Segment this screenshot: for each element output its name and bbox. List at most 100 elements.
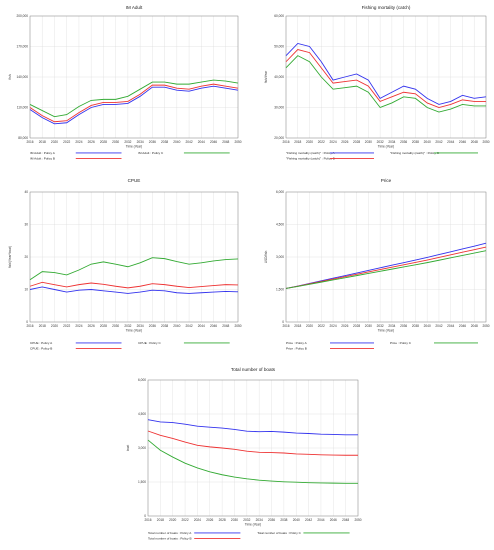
total-boats-y-tick-label: 6,000 — [138, 378, 146, 382]
fishing-mortality-x-tick-label: 2022 — [318, 140, 325, 144]
price-x-tick-label: 2030 — [365, 324, 372, 328]
fishing-mortality-x-tick-label: 2032 — [377, 140, 384, 144]
cpue-x-tick-label: 2050 — [234, 324, 241, 328]
total-boats-x-tick-label: 2034 — [256, 518, 263, 522]
price-x-tick-label: 2024 — [330, 324, 337, 328]
price-plot-frame — [285, 191, 487, 323]
im-adult-legend-label: IM Adult : Policy B — [30, 157, 55, 161]
im-adult-x-tick-label: 2016 — [26, 140, 33, 144]
price-x-tick-label: 2044 — [447, 324, 454, 328]
fishing-mortality-x-tick-label: 2044 — [447, 140, 454, 144]
total-boats-series-line — [147, 419, 358, 436]
price-title: Price — [381, 178, 392, 183]
total-boats-x-tick-label: 2030 — [231, 518, 238, 522]
total-boats-x-tick-label: 2050 — [354, 518, 361, 522]
price-x-tick-label: 2026 — [341, 324, 348, 328]
fishing-mortality-plot-frame — [285, 15, 487, 139]
cpue-x-tick-label: 2026 — [88, 324, 95, 328]
cpue-x-tick-label: 2034 — [137, 324, 144, 328]
im-adult-x-tick-label: 2048 — [222, 140, 229, 144]
cpue-series-line — [29, 281, 239, 289]
price-legend-label: Price : Policy C — [390, 341, 412, 345]
fishing-mortality-legend-label: "Fishing mortality (catch)" : Policy C — [390, 151, 440, 155]
cpue-y-tick-label: 30 — [24, 223, 28, 227]
cpue-x-tick-label: 2032 — [124, 324, 131, 328]
total-boats-legend-label: Total number of boats : Policy B — [148, 537, 192, 541]
cpue-x-axis-label: Time (Year) — [126, 329, 142, 333]
total-boats-x-tick-label: 2020 — [169, 518, 176, 522]
cpue-y-axis-label: fish/(Year*boat) — [8, 246, 12, 268]
fishing-mortality-x-tick-label: 2038 — [412, 140, 419, 144]
fishing-mortality-y-axis-label: fish/Year — [264, 70, 268, 83]
total-boats-x-tick-label: 2018 — [157, 518, 164, 522]
fishing-mortality-x-axis-label: Time (Year) — [378, 145, 394, 149]
im-adult-x-tick-label: 2020 — [51, 140, 58, 144]
price-x-tick-label: 2046 — [459, 324, 466, 328]
im-adult-x-tick-label: 2036 — [149, 140, 156, 144]
fishing-mortality-x-tick-label: 2024 — [330, 140, 337, 144]
total-boats-x-axis-label: Time (Year) — [245, 523, 261, 527]
im-adult-y-tick-label: 170,000 — [16, 45, 28, 49]
fishing-mortality-x-tick-label: 2018 — [294, 140, 301, 144]
im-adult-x-tick-label: 2042 — [186, 140, 193, 144]
fishing-mortality-y-tick-label: 60,000 — [274, 14, 284, 18]
cpue-x-tick-label: 2042 — [186, 324, 193, 328]
im-adult-x-tick-label: 2046 — [210, 140, 217, 144]
im-adult-x-tick-label: 2050 — [234, 140, 241, 144]
price-series-line — [285, 250, 487, 289]
price-y-tick-label: 6,000 — [276, 190, 284, 194]
fishing-mortality-series-line — [285, 49, 486, 108]
im-adult-x-tick-label: 2028 — [100, 140, 107, 144]
cpue-legend-label: CPUE : Policy A — [30, 341, 53, 345]
cpue-x-tick-label: 2030 — [112, 324, 119, 328]
fishing-mortality-y-tick-label: 50,000 — [274, 45, 284, 49]
cpue-title: CPUE — [128, 178, 141, 183]
cpue-x-tick-label: 2048 — [222, 324, 229, 328]
cpue-series-line — [29, 257, 239, 281]
cpue-x-tick-label: 2024 — [75, 324, 82, 328]
im-adult-x-tick-label: 2030 — [112, 140, 119, 144]
total-boats-x-tick-label: 2038 — [280, 518, 287, 522]
fishing-mortality-x-tick-label: 2036 — [400, 140, 407, 144]
total-boats-x-tick-label: 2028 — [219, 518, 226, 522]
price-y-tick-label: 4,500 — [276, 223, 284, 227]
im-adult-x-tick-label: 2032 — [124, 140, 131, 144]
cpue-x-tick-label: 2016 — [26, 324, 33, 328]
fishing-mortality-x-tick-label: 2040 — [424, 140, 431, 144]
price-x-tick-label: 2022 — [318, 324, 325, 328]
im-adult-legend-label: IM Adult : Policy C — [138, 151, 164, 155]
cpue-x-tick-label: 2028 — [100, 324, 107, 328]
total-boats-y-tick-label: 0 — [144, 514, 146, 518]
im-adult-x-tick-label: 2022 — [63, 140, 70, 144]
cpue-x-tick-label: 2018 — [39, 324, 46, 328]
im-adult-y-tick-label: 110,000 — [17, 106, 29, 110]
im-adult-series-line — [29, 83, 239, 123]
fishing-mortality-x-tick-label: 2030 — [365, 140, 372, 144]
price-y-tick-label: 3,000 — [276, 255, 284, 259]
price-x-tick-label: 2032 — [377, 324, 384, 328]
im-adult-plot-frame — [29, 15, 239, 139]
price-x-tick-label: 2050 — [482, 324, 489, 328]
total-boats-x-tick-label: 2042 — [305, 518, 312, 522]
cpue-y-tick-label: 10 — [24, 288, 28, 292]
fishing-mortality-y-tick-label: 20,000 — [274, 136, 284, 140]
fishing-mortality-title: Fishing mortality (catch) — [362, 5, 411, 10]
cpue-x-tick-label: 2044 — [198, 324, 205, 328]
fishing-mortality-legend-label: "Fishing mortality (catch)" : Policy A — [286, 151, 336, 155]
im-adult-x-axis-label: Time (Year) — [126, 145, 142, 149]
price-y-axis-label: USD/fish — [264, 250, 268, 263]
price-x-tick-label: 2036 — [400, 324, 407, 328]
total-boats-plot-frame — [147, 379, 359, 517]
price-x-tick-label: 2040 — [424, 324, 431, 328]
im-adult-y-tick-label: 80,000 — [18, 136, 28, 140]
total-boats-x-tick-label: 2022 — [182, 518, 189, 522]
im-adult-x-tick-label: 2038 — [161, 140, 168, 144]
cpue-x-tick-label: 2038 — [161, 324, 168, 328]
cpue-legend-label: CPUE : Policy C — [138, 341, 161, 345]
cpue-x-tick-label: 2022 — [63, 324, 70, 328]
im-adult-y-axis-label: fish — [8, 74, 12, 79]
price-x-tick-label: 2034 — [388, 324, 395, 328]
fishing-mortality-x-tick-label: 2042 — [435, 140, 442, 144]
im-adult-x-tick-label: 2034 — [137, 140, 144, 144]
